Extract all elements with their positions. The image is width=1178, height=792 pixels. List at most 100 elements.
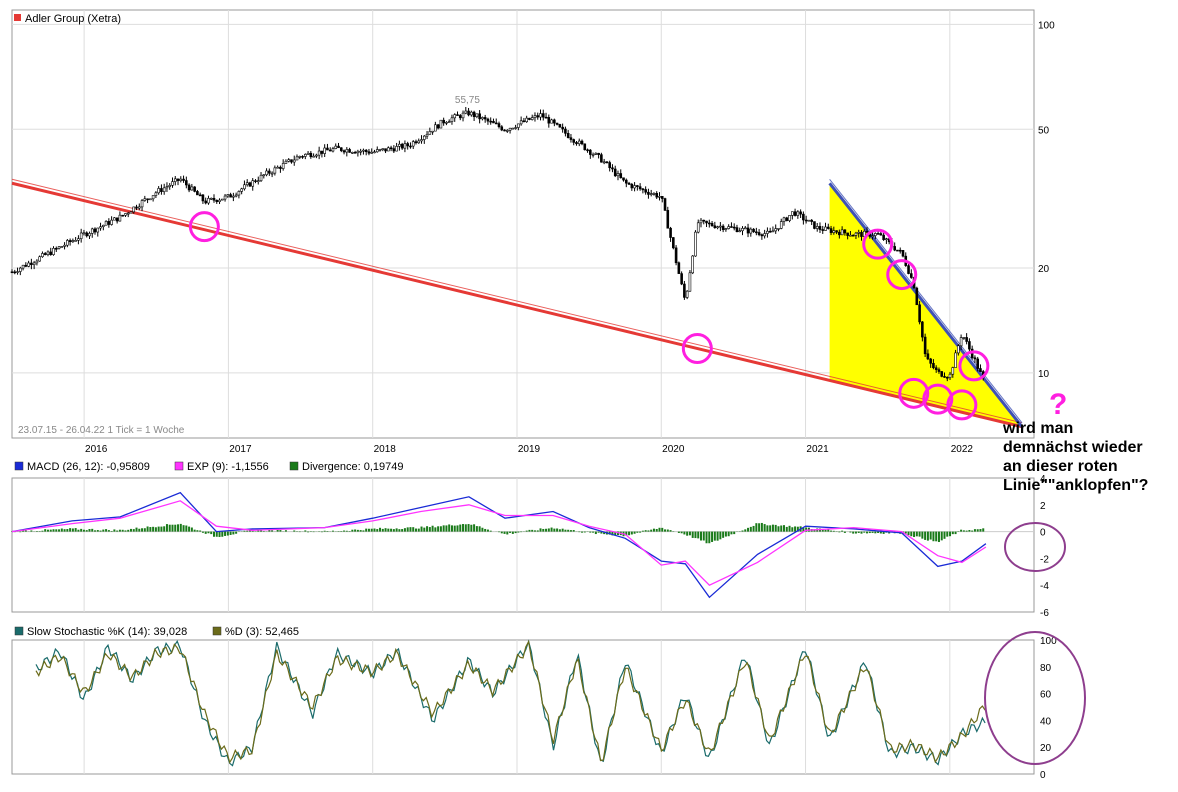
candle-body-286 — [802, 213, 805, 221]
divergence-bar-274 — [769, 525, 772, 532]
macd-highlight-ellipse — [1004, 522, 1066, 572]
candle-body-246 — [691, 255, 694, 274]
candle-body-236 — [663, 198, 667, 211]
divergence-bar-311 — [871, 531, 874, 533]
candle-body-188 — [530, 117, 534, 120]
divergence-bar-347 — [971, 530, 974, 532]
candle-body-0 — [10, 271, 14, 274]
divergence-bar-234 — [658, 527, 661, 532]
candle-body-2 — [16, 271, 19, 273]
candle-body-257 — [721, 225, 725, 230]
candle-body-309 — [865, 230, 869, 233]
divergence-bar-81 — [235, 531, 238, 534]
macd-legend-label-2: Divergence: 0,19749 — [302, 461, 404, 473]
divergence-bar-313 — [877, 531, 880, 533]
candle-body-71 — [207, 198, 210, 204]
divergence-bar-32 — [99, 530, 102, 532]
divergence-bar-229 — [644, 530, 647, 532]
divergence-bar-37 — [113, 529, 116, 532]
divergence-bar-160 — [453, 525, 456, 532]
candle-body-212 — [597, 152, 600, 155]
candle-body-311 — [871, 235, 874, 237]
divergence-bar-184 — [520, 531, 523, 533]
candle-body-216 — [608, 162, 611, 169]
candle-body-102 — [292, 159, 296, 163]
candle-body-232 — [652, 193, 656, 195]
divergence-bar-231 — [650, 529, 653, 532]
candle-body-222 — [624, 179, 628, 184]
candle-body-138 — [392, 148, 396, 152]
price-x-tick-3: 2019 — [518, 444, 541, 455]
divergence-bar-332 — [929, 531, 932, 540]
divergence-bar-333 — [932, 531, 935, 542]
divergence-bar-47 — [141, 528, 144, 532]
candle-body-29 — [90, 228, 94, 234]
candle-body-154 — [436, 124, 440, 129]
divergence-bar-307 — [860, 531, 863, 534]
candle-body-265 — [743, 227, 747, 230]
divergence-bar-58 — [171, 524, 174, 532]
candle-body-243 — [683, 283, 686, 298]
candle-body-165 — [467, 110, 470, 116]
divergence-bar-196 — [553, 528, 556, 532]
candle-body-82 — [237, 191, 241, 196]
divergence-bar-9 — [35, 531, 38, 532]
divergence-bar-50 — [149, 527, 152, 532]
candle-body-143 — [406, 143, 409, 147]
candle-body-57 — [168, 185, 172, 187]
candle-body-62 — [182, 178, 185, 181]
candle-body-224 — [630, 183, 634, 189]
divergence-bar-114 — [326, 531, 329, 532]
stochastic-highlight-ellipse — [984, 631, 1086, 765]
divergence-bar-67 — [196, 530, 199, 532]
candle-body-333 — [932, 363, 935, 369]
candle-body-68 — [198, 194, 202, 197]
candle-body-325 — [909, 273, 913, 278]
divergence-bar-260 — [730, 531, 733, 535]
divergence-bar-12 — [44, 529, 47, 532]
divergence-bar-222 — [625, 531, 628, 536]
price-y-tick-0: 10 — [1038, 369, 1050, 380]
divergence-bar-40 — [121, 529, 124, 532]
divergence-bar-182 — [514, 531, 517, 534]
price-y-tick-1: 20 — [1038, 264, 1050, 275]
candle-body-253 — [710, 223, 714, 227]
candle-body-346 — [968, 341, 971, 350]
divergence-bar-26 — [82, 529, 85, 532]
candle-body-283 — [793, 211, 797, 216]
highlight-circle-7 — [946, 389, 978, 421]
candle-body-321 — [898, 249, 902, 252]
candle-body-281 — [788, 215, 791, 221]
divergence-bar-97 — [279, 530, 282, 532]
candle-body-343 — [959, 337, 963, 347]
divergence-bar-33 — [102, 529, 105, 532]
divergence-bar-290 — [813, 529, 816, 532]
candle-body-285 — [799, 211, 802, 215]
divergence-bar-141 — [401, 529, 404, 532]
divergence-bar-346 — [968, 530, 971, 532]
divergence-bar-197 — [556, 528, 559, 532]
divergence-bar-257 — [722, 531, 725, 538]
stochastic-legend: Slow Stochastic %K (14): 39,028 %D (3): 5… — [14, 626, 299, 638]
divergence-bar-279 — [783, 525, 786, 532]
divergence-bar-69 — [201, 531, 204, 533]
price-y-tick-3: 100 — [1038, 20, 1055, 31]
divergence-bar-349 — [976, 529, 979, 532]
candle-body-187 — [528, 117, 531, 120]
divergence-bar-137 — [390, 528, 393, 532]
sto-legend-label-0: Slow Stochastic %K (14): 39,028 — [27, 626, 187, 638]
candle-body-157 — [445, 122, 448, 124]
divergence-bar-294 — [824, 529, 827, 532]
divergence-bar-19 — [63, 529, 66, 532]
candle-body-249 — [699, 219, 703, 224]
candle-body-101 — [290, 159, 293, 163]
divergence-bar-176 — [498, 531, 501, 533]
candle-body-110 — [315, 154, 318, 157]
candle-body-176 — [497, 123, 501, 128]
divergence-bar-173 — [489, 530, 492, 532]
candle-body-193 — [544, 116, 548, 119]
candle-body-142 — [403, 143, 407, 149]
candle-body-180 — [508, 127, 512, 131]
divergence-bar-325 — [910, 531, 913, 537]
candle-body-234 — [658, 196, 661, 198]
